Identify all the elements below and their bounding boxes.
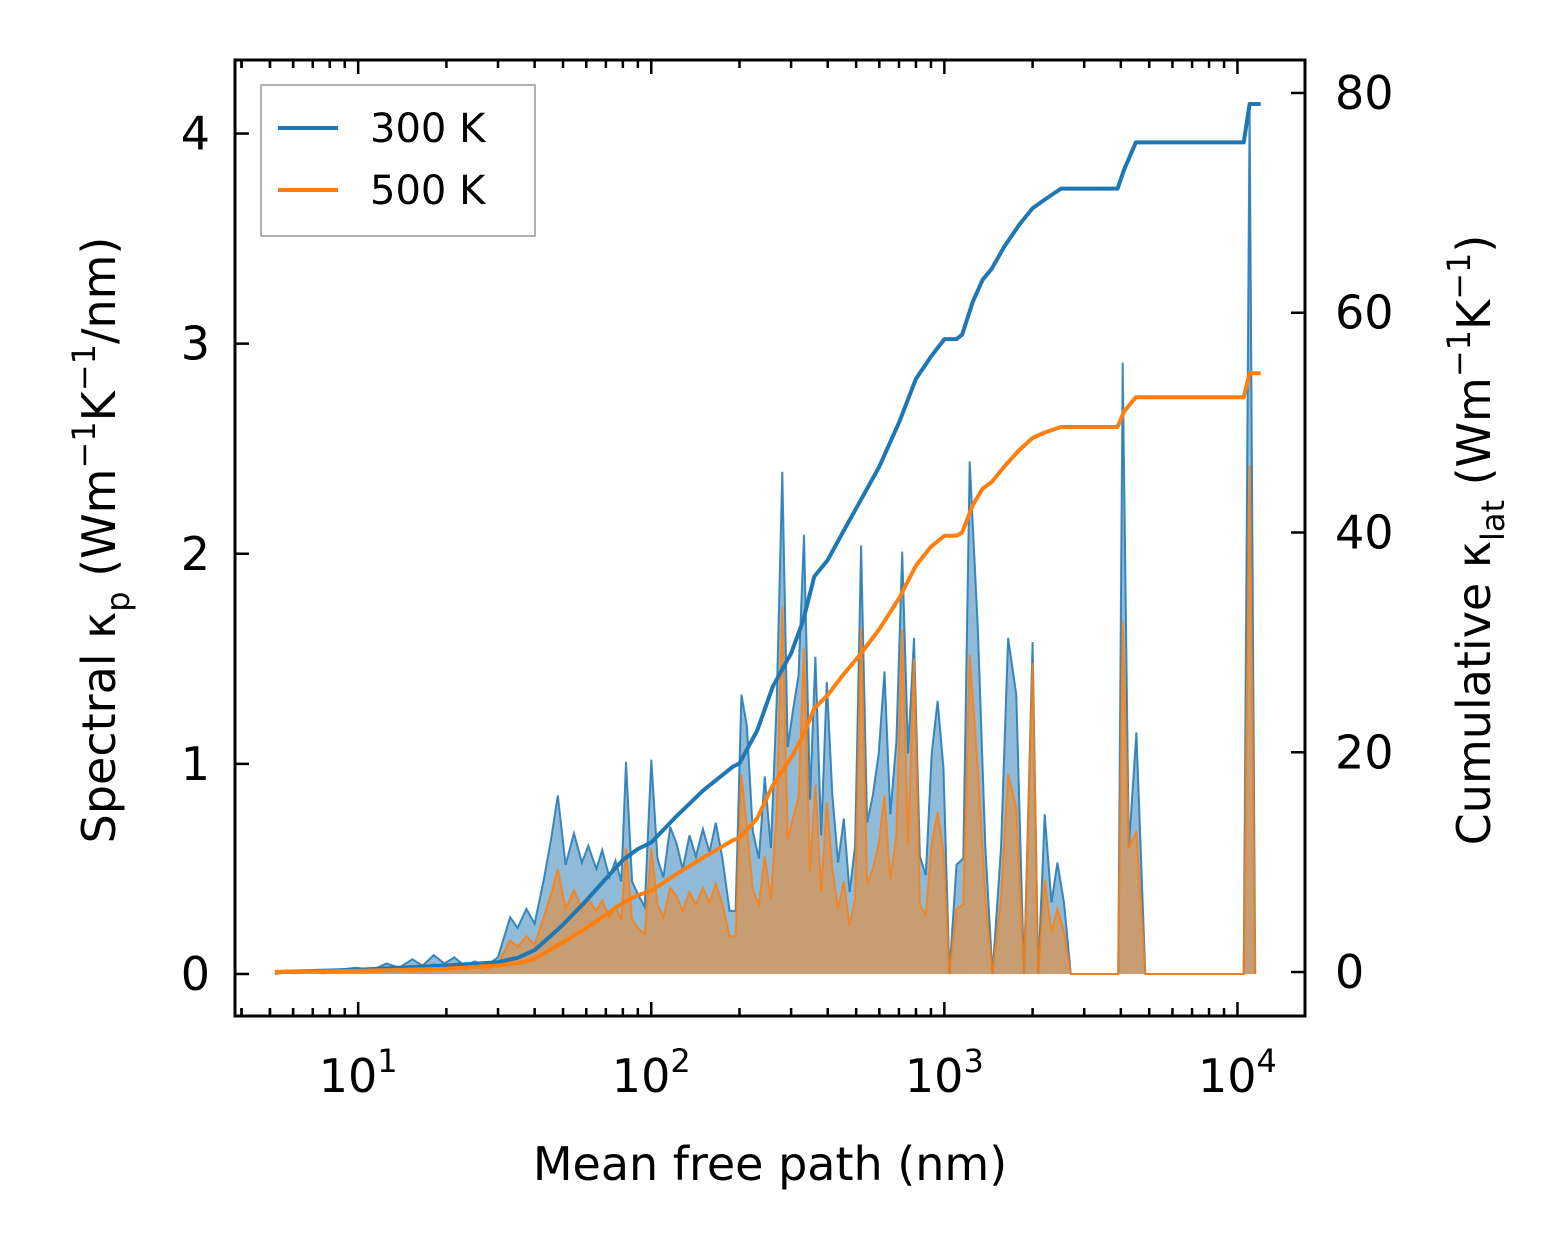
x-axis-title: Mean free path (nm) bbox=[533, 1137, 1007, 1191]
y-right-title-sup1: −1 bbox=[1440, 330, 1478, 377]
y-right-title-k: K bbox=[1447, 298, 1501, 330]
y-left-title-k: K bbox=[72, 389, 126, 421]
y-left-title-close: /nm) bbox=[72, 237, 126, 344]
y-right-title-close: ) bbox=[1447, 235, 1501, 253]
spectral-fill-areas bbox=[274, 106, 1256, 974]
y-right-tick-label: 20 bbox=[1335, 725, 1394, 779]
legend-label-500k: 500 K bbox=[370, 168, 487, 214]
y-right-title-prefix: Cumulative κ bbox=[1447, 541, 1501, 845]
y-axis-right-title: Cumulative κlat (Wm−1K−1) bbox=[1440, 235, 1512, 846]
y-right-tick-label: 40 bbox=[1335, 506, 1394, 560]
y-left-title-units: (Wm bbox=[72, 469, 126, 592]
spectral-fill-500k bbox=[274, 465, 1256, 974]
y-right-title-sup2: −1 bbox=[1440, 253, 1478, 300]
y-right-title-sub: lat bbox=[1474, 500, 1512, 541]
spectral-line-500k bbox=[274, 465, 1257, 975]
y-axis-left-title: Spectral κp (Wm−1K−1/nm) bbox=[65, 237, 137, 844]
axis-ticks bbox=[235, 60, 1305, 1016]
y-left-tick-label: 1 bbox=[181, 737, 210, 791]
y-left-title-sup1: −1 bbox=[65, 421, 103, 468]
cumulative-line-300k bbox=[274, 102, 1261, 974]
spectral-fill-300k bbox=[274, 106, 1256, 974]
y-right-tick-label: 60 bbox=[1335, 286, 1394, 340]
x-tick-label: 101 bbox=[319, 1042, 398, 1103]
y-left-title-sub: p bbox=[99, 591, 137, 611]
plot-frame bbox=[233, 58, 1307, 1018]
y-right-title-units: (Wm bbox=[1447, 377, 1501, 500]
y-left-title-sup2: −1 bbox=[65, 344, 103, 391]
legend-label-300k: 300 K bbox=[370, 106, 487, 152]
y-left-tick-label: 4 bbox=[181, 107, 210, 161]
cumulative-line-500k bbox=[274, 371, 1261, 974]
cumulative-lines bbox=[274, 102, 1261, 974]
x-tick-label: 103 bbox=[905, 1042, 984, 1103]
y-left-tick-label: 2 bbox=[181, 527, 210, 581]
y-right-tick-label: 80 bbox=[1335, 66, 1394, 120]
legend-box bbox=[260, 84, 536, 237]
y-left-tick-label: 0 bbox=[181, 947, 210, 1001]
x-tick-label: 104 bbox=[1198, 1042, 1277, 1103]
y-left-title-prefix: Spectral κ bbox=[72, 612, 126, 844]
legend: 300 K 500 K bbox=[260, 84, 536, 237]
y-left-tick-label: 3 bbox=[181, 317, 210, 371]
y-right-tick-label: 0 bbox=[1335, 945, 1364, 999]
spectral-lines bbox=[274, 106, 1257, 975]
x-tick-label: 102 bbox=[612, 1042, 691, 1103]
spectral-line-300k bbox=[274, 106, 1257, 975]
